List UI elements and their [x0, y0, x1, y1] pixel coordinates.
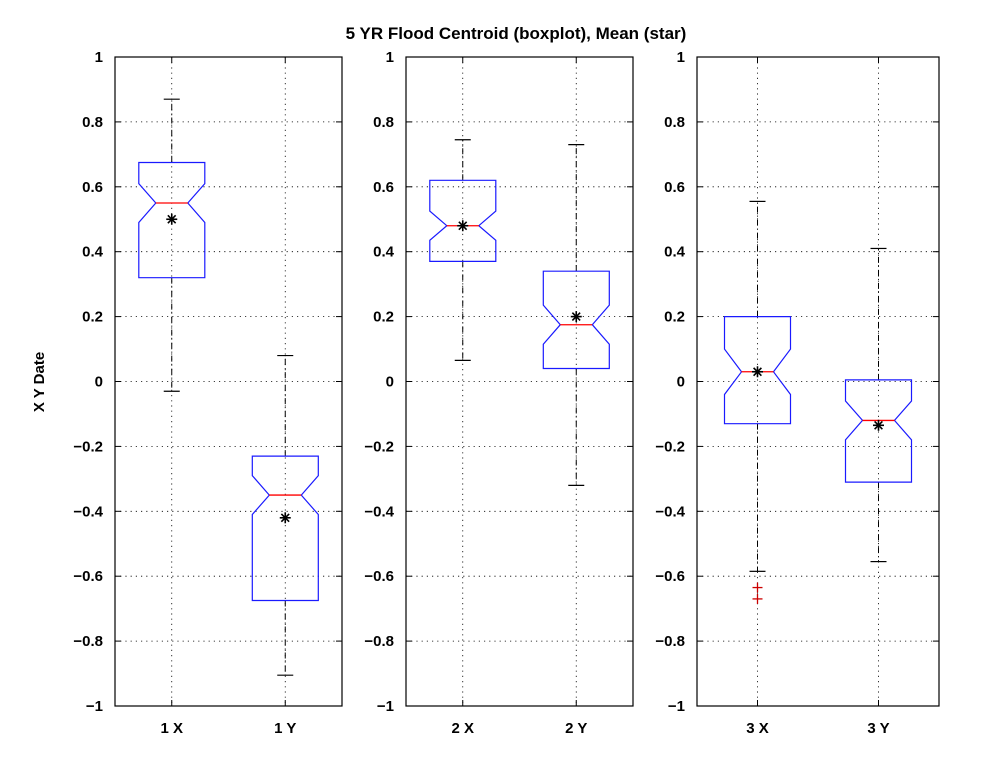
x-tick-label: 2 Y — [565, 720, 587, 737]
notched-box — [429, 179, 497, 262]
notched-box — [844, 379, 913, 483]
y-tick-label: 0.8 — [82, 114, 103, 131]
mean-star-stroke — [167, 214, 177, 224]
y-tick-label: −0.4 — [655, 503, 685, 520]
y-tick-label: −1 — [668, 698, 685, 715]
mean-star — [279, 512, 291, 524]
y-tick-label: −0.8 — [364, 633, 394, 650]
box-1-y — [251, 354, 319, 676]
y-tick-label: 0.2 — [82, 309, 103, 326]
x-tick-label: 1 X — [160, 720, 183, 737]
notched-box — [138, 161, 206, 279]
y-tick-label: 0.4 — [373, 244, 395, 261]
notched-box — [723, 316, 792, 425]
mean-star — [457, 220, 469, 232]
y-tick-label: 0.4 — [664, 244, 686, 261]
mean-star-stroke — [458, 221, 468, 231]
outlier-point — [752, 582, 763, 593]
box-2-x — [429, 139, 497, 362]
y-tick-label: 0.6 — [373, 179, 394, 196]
y-tick-label: −0.6 — [73, 568, 103, 585]
y-tick-label: 0.4 — [82, 244, 104, 261]
mean-star — [570, 311, 582, 323]
mean-star-stroke — [280, 513, 290, 523]
chart-title: 5 YR Flood Centroid (boxplot), Mean (sta… — [346, 24, 687, 43]
y-tick-label: −1 — [86, 698, 103, 715]
mean-star-stroke — [753, 367, 762, 377]
panel-3: 1 0.8 0.6 0.4 0.2 0 −0.2 −0.4 −0.6 −0.8 −1 3 X 3 Y — [655, 49, 940, 737]
y-tick-label: −1 — [377, 698, 394, 715]
y-tick-label: −0.4 — [364, 503, 394, 520]
outlier-point — [752, 593, 763, 604]
y-tick-label: 1 — [386, 49, 394, 66]
y-tick-label: 0.2 — [664, 309, 685, 326]
y-tick-label: −0.8 — [73, 633, 103, 650]
box-3-y — [844, 247, 913, 563]
panel-2: 1 0.8 0.6 0.4 0.2 0 −0.2 −0.4 −0.6 −0.8 −1 2 X 2 Y — [364, 49, 634, 737]
panel-1: 1 0.8 0.6 0.4 0.2 0 −0.2 −0.4 −0.6 −0.8 −1 1 X 1 Y — [73, 49, 343, 737]
y-tick-label: 0.6 — [664, 179, 685, 196]
y-tick-label: −0.8 — [655, 633, 685, 650]
mean-star — [752, 366, 763, 378]
y-tick-label: −0.2 — [364, 438, 394, 455]
y-tick-label: 0.8 — [664, 114, 685, 131]
y-tick-label: 0 — [386, 374, 394, 391]
y-tick-label: −0.6 — [364, 568, 394, 585]
y-tick-label: 0 — [95, 374, 103, 391]
x-tick-label: 3 Y — [867, 720, 889, 737]
y-tick-label: 0 — [677, 374, 685, 391]
box-2-y — [542, 144, 610, 486]
box-1-x — [138, 98, 206, 392]
axes-frame — [696, 56, 940, 707]
y-tick-label: 1 — [677, 49, 685, 66]
y-tick-label: −0.4 — [73, 503, 103, 520]
mean-star-stroke — [571, 312, 581, 322]
y-tick-label: 0.6 — [82, 179, 103, 196]
x-tick-label: 1 Y — [274, 720, 296, 737]
notched-box — [542, 270, 610, 370]
mean-star — [166, 213, 178, 225]
y-tick-label: −0.6 — [655, 568, 685, 585]
y-axis-label: X Y Date — [31, 352, 48, 412]
x-tick-label: 2 X — [451, 720, 474, 737]
x-tick-label: 3 X — [746, 720, 769, 737]
mean-star — [873, 419, 884, 431]
y-tick-label: −0.2 — [73, 438, 103, 455]
panels: 1 0.8 0.6 0.4 0.2 0 −0.2 −0.4 −0.6 −0.8 −1 1 X 1 Y 1 0… — [73, 49, 940, 737]
y-tick-label: −0.2 — [655, 438, 685, 455]
y-tick-label: 0.2 — [373, 309, 394, 326]
mean-star-stroke — [874, 420, 883, 430]
y-tick-label: 0.8 — [373, 114, 394, 131]
y-tick-label: 1 — [95, 49, 103, 66]
box-3-x — [723, 200, 792, 604]
notched-box — [251, 455, 319, 602]
